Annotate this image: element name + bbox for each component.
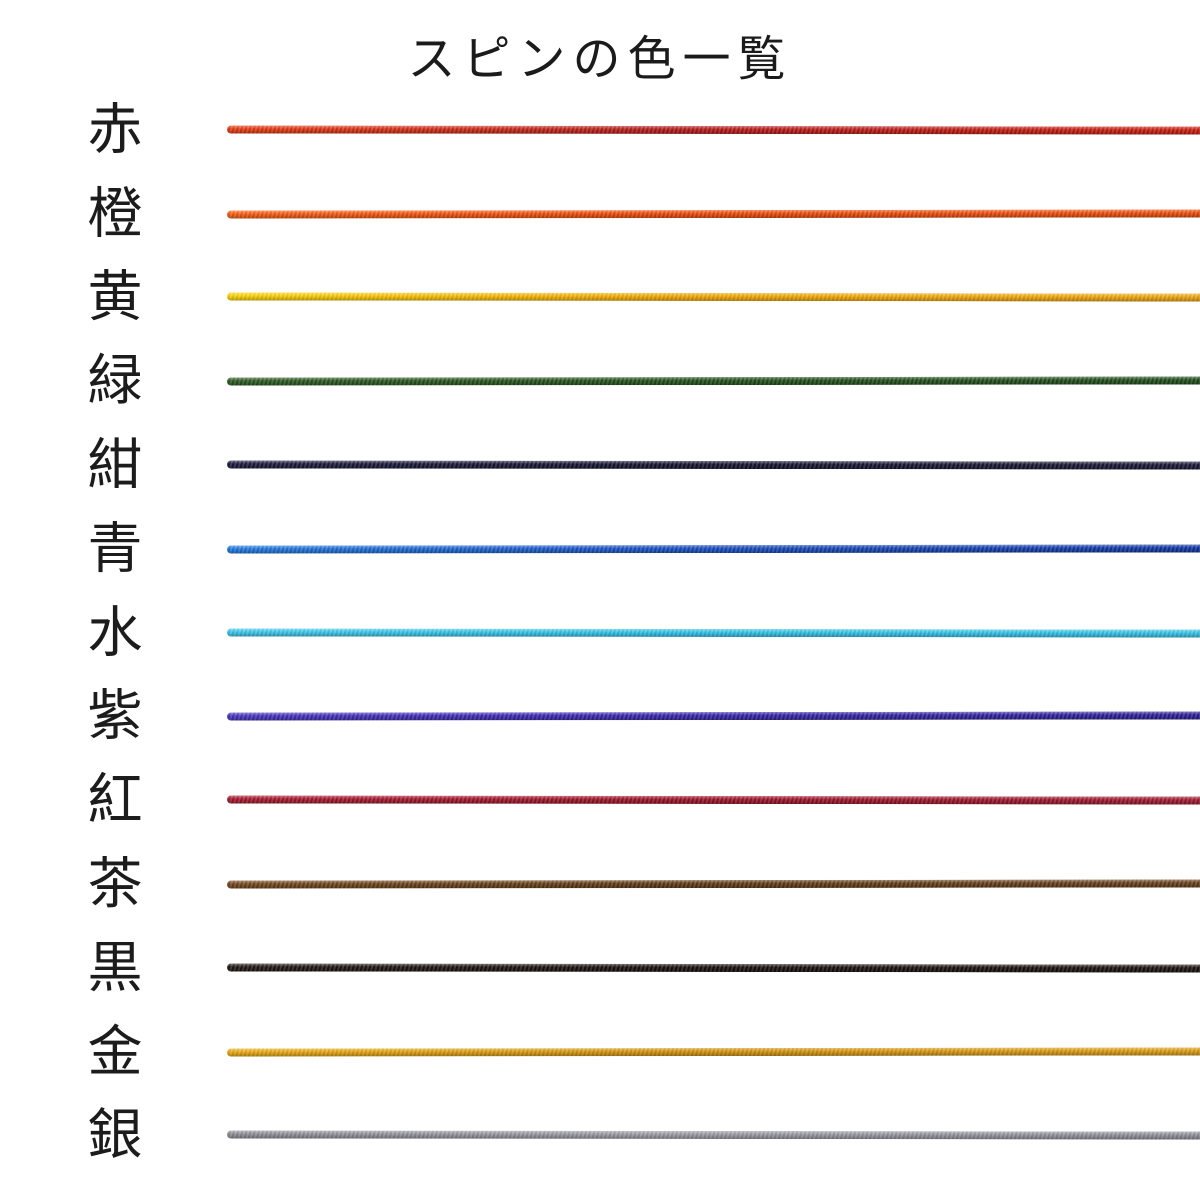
color-row-red: 赤 bbox=[0, 88, 1200, 172]
color-label-red: 赤 bbox=[87, 97, 143, 162]
color-label-aqua: 水 bbox=[87, 600, 143, 665]
color-row-blue: 青 bbox=[0, 507, 1200, 591]
color-row-brown: 茶 bbox=[0, 842, 1200, 926]
color-label-crimson: 紅 bbox=[87, 767, 143, 832]
color-row-black: 黒 bbox=[0, 926, 1200, 1010]
aqua-cord-image bbox=[226, 628, 1200, 638]
navy-cord-image bbox=[226, 460, 1200, 470]
color-label-gold: 金 bbox=[87, 1019, 143, 1084]
color-rows: 赤 橙 黄 緑 紺 青 水 紫 bbox=[0, 88, 1200, 1177]
color-row-silver: 銀 bbox=[0, 1094, 1200, 1178]
silver-cord-image bbox=[226, 1130, 1200, 1140]
brown-cord-image bbox=[226, 879, 1200, 889]
color-label-silver: 銀 bbox=[87, 1102, 143, 1167]
color-label-yellow: 黄 bbox=[87, 264, 143, 329]
purple-cord-image bbox=[226, 711, 1200, 721]
gold-cord-image bbox=[226, 1047, 1200, 1057]
color-row-aqua: 水 bbox=[0, 591, 1200, 675]
blue-cord-image bbox=[226, 544, 1200, 554]
color-row-orange: 橙 bbox=[0, 172, 1200, 256]
color-label-green: 緑 bbox=[87, 348, 143, 413]
color-label-purple: 紫 bbox=[87, 683, 143, 748]
crimson-cord-image bbox=[226, 795, 1200, 805]
color-label-navy: 紺 bbox=[87, 432, 143, 497]
color-label-brown: 茶 bbox=[87, 851, 143, 916]
red-cord-image bbox=[226, 125, 1200, 135]
color-row-green: 緑 bbox=[0, 339, 1200, 423]
green-cord-image bbox=[226, 376, 1200, 386]
yellow-cord-image bbox=[226, 292, 1200, 302]
color-label-blue: 青 bbox=[87, 516, 143, 581]
orange-cord-image bbox=[226, 209, 1200, 219]
page-title: スピンの色一覧 bbox=[407, 31, 793, 87]
color-row-purple: 紫 bbox=[0, 675, 1200, 759]
color-row-gold: 金 bbox=[0, 1010, 1200, 1094]
color-row-navy: 紺 bbox=[0, 423, 1200, 507]
black-cord-image bbox=[226, 963, 1200, 973]
color-row-yellow: 黄 bbox=[0, 256, 1200, 340]
color-row-crimson: 紅 bbox=[0, 758, 1200, 842]
color-label-black: 黒 bbox=[87, 935, 143, 1000]
color-label-orange: 橙 bbox=[87, 181, 143, 246]
